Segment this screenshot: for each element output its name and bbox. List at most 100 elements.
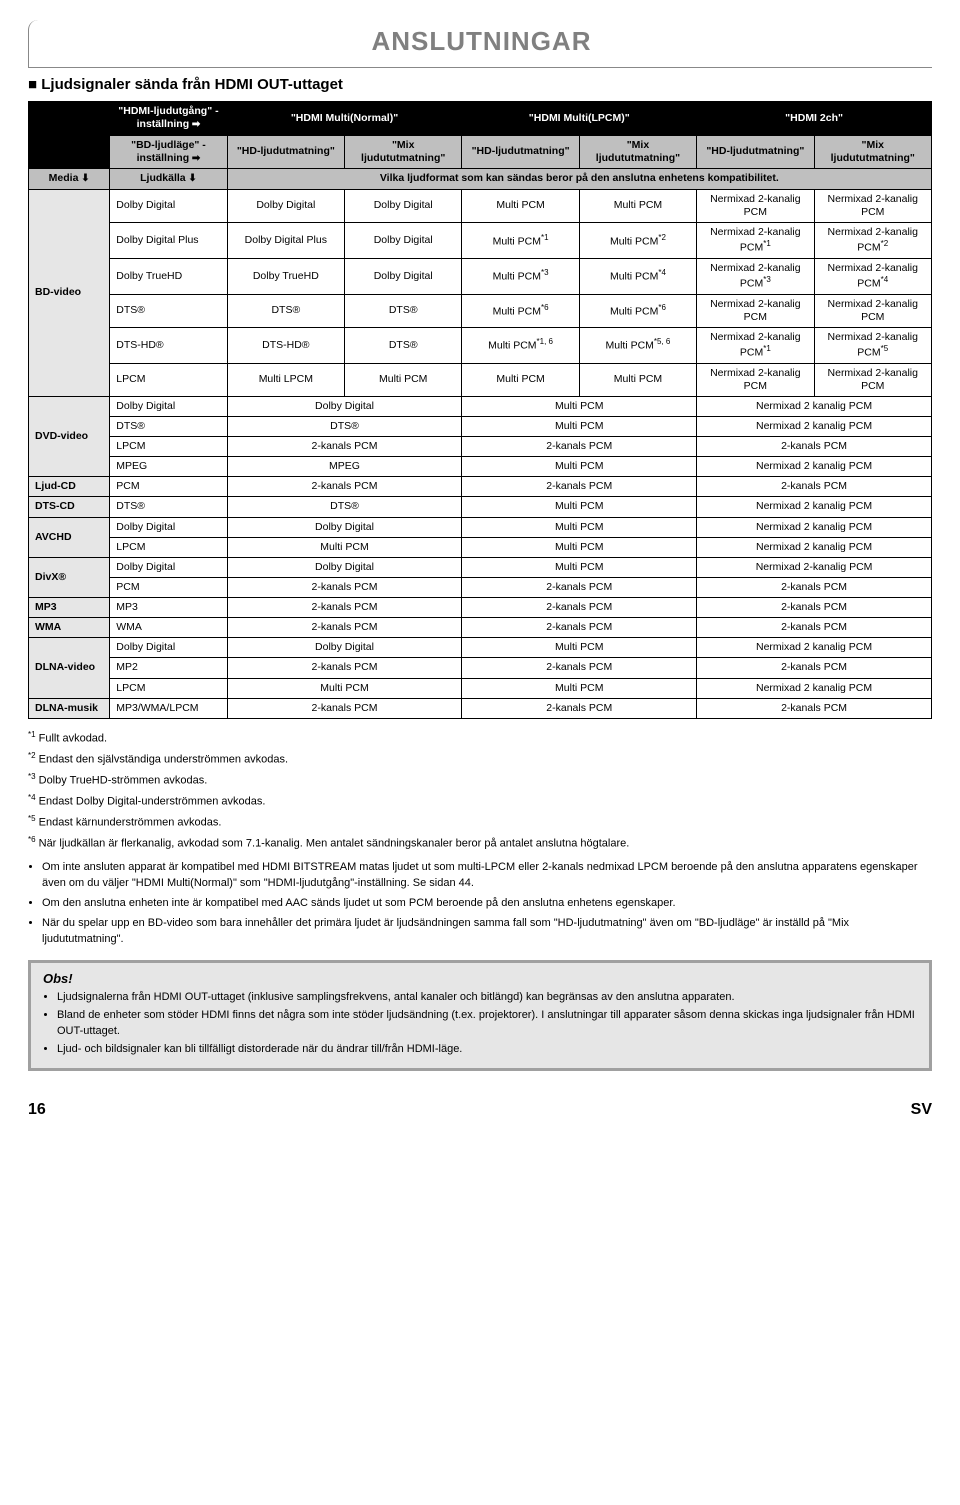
table-cell: 2-kanals PCM	[697, 577, 932, 597]
table-row-source: Dolby Digital	[110, 557, 227, 577]
table-cell: 2-kanals PCM	[462, 437, 697, 457]
obs-title: Obs!	[43, 971, 917, 986]
table-row-source: MP3/WMA/LPCM	[110, 698, 227, 718]
table-cell: 2-kanals PCM	[227, 577, 462, 597]
table-cell: 2-kanals PCM	[462, 598, 697, 618]
hdr-2ch: "HDMI 2ch"	[697, 102, 932, 136]
hdr-compat: Vilka ljudformat som kan sändas beror på…	[227, 169, 931, 190]
table-cell: 2-kanals PCM	[697, 598, 932, 618]
hdr-mix-3: "Mix ljudututmatning"	[814, 135, 931, 169]
footnote: *4 Endast Dolby Digital-underströmmen av…	[28, 792, 932, 810]
info-bullet: Om den anslutna enheten inte är kompatib…	[42, 896, 932, 912]
obs-item: Ljud- och bildsignaler kan bli tillfälli…	[57, 1042, 917, 1057]
table-cell: 2-kanals PCM	[462, 698, 697, 718]
table-cell: Nermixad 2-kanalig PCM	[814, 363, 931, 396]
table-cell: Multi PCM*1, 6	[462, 327, 579, 363]
table-cell: Dolby Digital	[227, 638, 462, 658]
table-cell: Multi PCM*6	[462, 294, 579, 327]
page-title: ANSLUTNINGAR	[31, 26, 932, 57]
table-cell: Multi PCM	[462, 416, 697, 436]
table-cell: Dolby Digital	[227, 189, 344, 222]
table-cell: Multi PCM*1	[462, 223, 579, 259]
media-label: DivX®	[29, 557, 110, 597]
obs-item: Bland de enheter som stöder HDMI finns d…	[57, 1008, 917, 1039]
hdr-multi-normal: "HDMI Multi(Normal)"	[227, 102, 462, 136]
hdr-hdmi-out: "HDMI-ljudutgång" - inställning	[110, 102, 227, 136]
table-cell: 2-kanals PCM	[462, 658, 697, 678]
table-cell: Multi PCM*5, 6	[579, 327, 696, 363]
table-cell: Nermixad 2-kanalig PCM	[814, 189, 931, 222]
hdr-hd-3: "HD-ljudutmatning"	[697, 135, 814, 169]
table-cell: Multi PCM	[462, 189, 579, 222]
table-cell: Multi PCM	[345, 363, 462, 396]
footnote: *2 Endast den självständiga underströmme…	[28, 750, 932, 768]
table-cell: Dolby Digital	[227, 517, 462, 537]
table-row-source: MPEG	[110, 457, 227, 477]
media-label: DLNA-musik	[29, 698, 110, 718]
media-label: AVCHD	[29, 517, 110, 557]
table-cell: Multi PCM*2	[579, 223, 696, 259]
table-cell: Nermixad 2 kanalig PCM	[697, 396, 932, 416]
table-cell: 2-kanals PCM	[697, 477, 932, 497]
section-heading: Ljudsignaler sända från HDMI OUT-uttaget	[28, 76, 932, 93]
table-cell: Nermixad 2-kanalig PCM*1	[697, 327, 814, 363]
hdr-hd-1: "HD-ljudutmatning"	[227, 135, 344, 169]
table-row-source: MP3	[110, 598, 227, 618]
table-cell: Multi PCM	[227, 678, 462, 698]
hdr-bd-mode: "BD-ljudläge" - inställning	[110, 135, 227, 169]
table-cell: Multi PCM	[462, 517, 697, 537]
table-cell: Dolby TrueHD	[227, 258, 344, 294]
table-cell: Multi PCM	[579, 363, 696, 396]
table-cell: MPEG	[227, 457, 462, 477]
media-label: Ljud-CD	[29, 477, 110, 497]
table-cell: 2-kanals PCM	[697, 437, 932, 457]
media-label: DLNA-video	[29, 638, 110, 698]
table-cell: Nermixad 2-kanalig PCM	[697, 189, 814, 222]
table-cell: Multi PCM*6	[579, 294, 696, 327]
table-cell: Nermixad 2-kanalig PCM	[697, 294, 814, 327]
table-cell: Multi PCM	[462, 457, 697, 477]
table-cell: Dolby Digital Plus	[227, 223, 344, 259]
table-cell: Nermixad 2 kanalig PCM	[697, 537, 932, 557]
info-bullets: Om inte ansluten apparat är kompatibel m…	[28, 860, 932, 948]
table-row-source: Dolby Digital	[110, 396, 227, 416]
table-cell: Multi PCM	[462, 678, 697, 698]
table-cell: Dolby Digital	[227, 396, 462, 416]
table-cell: Nermixad 2 kanalig PCM	[697, 678, 932, 698]
hdr-source: Ljudkälla	[110, 169, 227, 190]
table-cell: Multi LPCM	[227, 363, 344, 396]
table-cell: 2-kanals PCM	[227, 598, 462, 618]
footnote: *3 Dolby TrueHD-strömmen avkodas.	[28, 771, 932, 789]
footnote: *6 När ljudkällan är flerkanalig, avkoda…	[28, 834, 932, 852]
table-cell: DTS®	[345, 327, 462, 363]
table-row-source: DTS®	[110, 416, 227, 436]
media-label: MP3	[29, 598, 110, 618]
table-row-source: Dolby TrueHD	[110, 258, 227, 294]
table-cell: Nermixad 2-kanalig PCM	[697, 363, 814, 396]
table-row-source: DTS®	[110, 497, 227, 517]
table-row-source: Dolby Digital	[110, 517, 227, 537]
table-cell: Multi PCM	[462, 363, 579, 396]
media-bd-video: BD-video	[29, 189, 110, 396]
hdr-media: Media	[29, 169, 110, 190]
table-cell: Dolby Digital	[227, 557, 462, 577]
audio-format-table: "HDMI-ljudutgång" - inställning "HDMI Mu…	[28, 101, 932, 719]
media-label: DVD-video	[29, 396, 110, 477]
table-cell: Multi PCM	[462, 537, 697, 557]
table-row-source: WMA	[110, 618, 227, 638]
table-cell: 2-kanals PCM	[462, 618, 697, 638]
table-cell: Nermixad 2-kanalig PCM*4	[814, 258, 931, 294]
table-cell: Multi PCM*3	[462, 258, 579, 294]
table-row-source: DTS®	[110, 294, 227, 327]
table-cell: Dolby Digital	[345, 189, 462, 222]
table-cell: Nermixad 2-kanalig PCM*5	[814, 327, 931, 363]
table-cell: Multi PCM	[462, 557, 697, 577]
footnote: *1 Fullt avkodad.	[28, 729, 932, 747]
hdr-hd-2: "HD-ljudutmatning"	[462, 135, 579, 169]
table-cell: Nermixad 2-kanalig PCM	[697, 557, 932, 577]
table-cell: DTS®	[227, 294, 344, 327]
table-row-source: MP2	[110, 658, 227, 678]
table-cell: Nermixad 2 kanalig PCM	[697, 638, 932, 658]
obs-item: Ljudsignalerna från HDMI OUT-uttaget (in…	[57, 990, 917, 1005]
table-cell: 2-kanals PCM	[227, 658, 462, 678]
